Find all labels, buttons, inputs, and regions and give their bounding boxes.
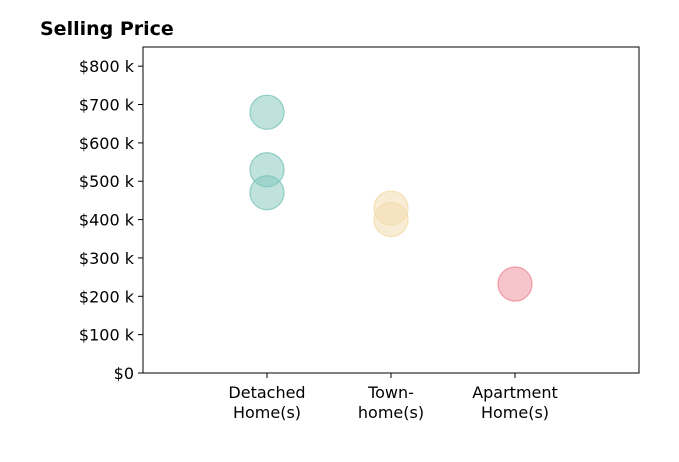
plot-frame bbox=[142, 46, 640, 374]
data-points bbox=[249, 94, 533, 302]
x-tick-label: Detached Home(s) bbox=[228, 383, 305, 422]
x-axis: Detached Home(s) Town-home(s) Apartment Home… bbox=[228, 373, 558, 422]
y-tick-label: $0 bbox=[114, 364, 134, 383]
data-point bbox=[373, 201, 409, 238]
y-tick-label: $800 k bbox=[79, 57, 135, 76]
y-tick-label: $600 k bbox=[79, 134, 135, 153]
y-tick-label: $200 k bbox=[79, 287, 135, 306]
x-tick-label: Town-home(s) bbox=[358, 383, 424, 422]
y-tick-label: $500 k bbox=[79, 172, 135, 191]
y-tick-label: $100 k bbox=[79, 326, 135, 345]
y-tick-label: $700 k bbox=[79, 96, 135, 115]
x-tick-label: Apartment Home(s) bbox=[472, 383, 558, 422]
chart-title: Selling Price bbox=[40, 18, 174, 40]
data-point bbox=[497, 266, 533, 302]
y-tick-label: $400 k bbox=[79, 211, 135, 230]
data-point bbox=[249, 175, 285, 211]
y-axis: $0 $100 k $200 k $300 k $400 k $500 k $600 k $7… bbox=[79, 57, 143, 383]
data-point bbox=[249, 94, 285, 130]
y-tick-label: $300 k bbox=[79, 249, 135, 268]
